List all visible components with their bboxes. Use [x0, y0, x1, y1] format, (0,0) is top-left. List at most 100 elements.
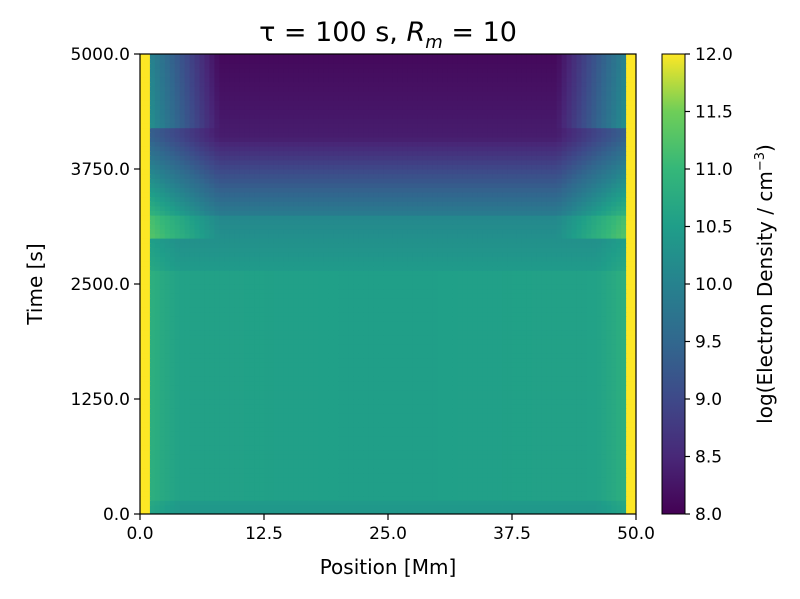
heatmap-cell [417, 343, 424, 349]
heatmap-cell [318, 366, 325, 372]
heatmap-cell [278, 334, 285, 340]
heatmap-cell [392, 472, 399, 478]
heatmap-cell [313, 481, 320, 487]
heatmap-cell [412, 353, 419, 359]
heatmap-cell [502, 445, 508, 451]
heatmap-cell [427, 472, 434, 478]
heatmap-cell [516, 468, 523, 474]
heatmap-cell [526, 362, 533, 368]
heatmap-cell [159, 348, 166, 354]
heatmap-cell [368, 284, 374, 290]
heatmap-cell [392, 458, 399, 464]
heatmap-cell [541, 440, 548, 446]
heatmap-cell [487, 284, 493, 290]
heatmap-cell [293, 463, 300, 469]
heatmap-cell [437, 394, 444, 400]
heatmap-cell [184, 380, 191, 386]
heatmap-cell [402, 495, 409, 501]
heatmap-cell [541, 297, 548, 303]
heatmap-cell [264, 412, 270, 418]
heatmap-cell [169, 297, 176, 303]
heatmap-cell [467, 417, 473, 423]
heatmap-cell [611, 458, 617, 464]
heatmap-cell [546, 293, 553, 299]
heatmap-cell [566, 445, 573, 451]
heatmap-cell [229, 440, 235, 446]
heatmap-cell [358, 297, 364, 303]
heatmap-cell [278, 445, 285, 451]
heatmap-cell [174, 472, 181, 478]
heatmap-cell [194, 458, 201, 464]
heatmap-cell [417, 486, 424, 492]
heatmap-cell [259, 481, 265, 487]
heatmap-cell [497, 284, 503, 290]
heatmap-cell [561, 445, 568, 451]
heatmap-cell [308, 468, 315, 474]
heatmap-cell [507, 477, 513, 483]
heatmap-cell [383, 495, 389, 501]
heatmap-cell [244, 458, 250, 464]
heatmap-cell [144, 472, 151, 478]
heatmap-cell [373, 343, 379, 349]
heatmap-cell [288, 509, 295, 514]
heatmap-cell [551, 477, 558, 483]
heatmap-cell [482, 325, 488, 331]
heatmap-cell [283, 376, 290, 382]
heatmap-cell [442, 403, 449, 409]
heatmap-cell [576, 288, 583, 294]
heatmap-cell [556, 325, 563, 331]
heatmap-cell [497, 486, 503, 492]
heatmap-cell [293, 297, 300, 303]
heatmap-cell [487, 426, 493, 432]
heatmap-cell [234, 307, 240, 313]
heatmap-cell [239, 477, 245, 483]
heatmap-cell [318, 389, 325, 395]
heatmap-cell [631, 357, 636, 363]
heatmap-cell [333, 449, 339, 455]
heatmap-cell [452, 339, 459, 345]
heatmap-cell [606, 357, 612, 363]
heatmap-cell [541, 422, 548, 428]
heatmap-cell [457, 399, 463, 405]
heatmap-cell [293, 366, 300, 372]
heatmap-cell [467, 431, 473, 437]
heatmap-cell [497, 399, 503, 405]
heatmap-cell [343, 316, 349, 322]
heatmap-cell [536, 403, 543, 409]
heatmap-cell [422, 293, 429, 299]
heatmap-cell [254, 357, 260, 363]
heatmap-cell [288, 297, 295, 303]
heatmap-cell [427, 481, 434, 487]
heatmap-cell [477, 403, 483, 409]
heatmap-cell [556, 426, 563, 432]
heatmap-cell [531, 458, 538, 464]
heatmap-cell [214, 316, 220, 322]
heatmap-cell [333, 389, 339, 395]
heatmap-cell [556, 302, 563, 308]
heatmap-cell [259, 297, 265, 303]
heatmap-cell [159, 408, 166, 414]
heatmap-cell [214, 449, 220, 455]
heatmap-cell [169, 307, 176, 313]
heatmap-cell [333, 339, 339, 345]
heatmap-cell [229, 357, 235, 363]
heatmap-cell [174, 468, 181, 474]
heatmap-cell [462, 491, 468, 497]
heatmap-cell [169, 320, 176, 326]
heatmap-cell [303, 394, 310, 400]
heatmap-cell [432, 284, 439, 290]
heatmap-cell [264, 440, 270, 446]
heatmap-cell [402, 491, 409, 497]
heatmap-cell [229, 477, 235, 483]
heatmap-cell [144, 422, 151, 428]
heatmap-cell [184, 320, 191, 326]
heatmap-cell [616, 449, 622, 455]
heatmap-cell [184, 500, 191, 506]
heatmap-cell [273, 385, 280, 391]
heatmap-cell [348, 454, 354, 460]
heatmap-cell [477, 362, 483, 368]
heatmap-cell [140, 288, 146, 294]
heatmap-cell [487, 422, 493, 428]
heatmap-cell [388, 389, 394, 395]
heatmap-cell [234, 458, 240, 464]
